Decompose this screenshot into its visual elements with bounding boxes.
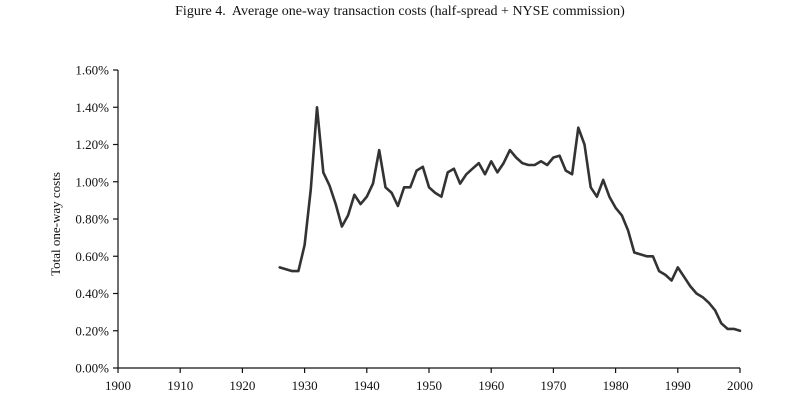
x-tick-label: 1990 <box>665 378 691 393</box>
y-tick-label: 0.80% <box>75 212 109 227</box>
x-tick-label: 1950 <box>416 378 442 393</box>
x-tick-label: 1930 <box>292 378 318 393</box>
x-axis-ticks: 1900 1910 1920 1930 1940 1950 1960 1970 1980 1990… <box>105 368 753 393</box>
y-tick-label: 0.20% <box>75 323 109 338</box>
x-tick-label: 1960 <box>478 378 504 393</box>
y-axis-label: Total one-way costs <box>48 172 63 276</box>
figure-title: Figure 4. Average one-way transaction co… <box>175 4 625 19</box>
y-axis-ticks: 0.00% 0.20% 0.40% 0.60% 0.80% 1.00% 1.20% 1.40%… <box>75 63 118 376</box>
x-tick-label: 1920 <box>229 378 255 393</box>
y-tick-label: 1.60% <box>75 63 109 78</box>
y-tick-label: 1.00% <box>75 174 109 189</box>
series-line <box>278 106 742 333</box>
y-tick-label: 0.00% <box>75 361 109 376</box>
x-tick-label: 1940 <box>354 378 380 393</box>
x-tick-label: 1970 <box>540 378 566 393</box>
y-tick-label: 1.20% <box>75 137 109 152</box>
x-tick-label: 1900 <box>105 378 131 393</box>
x-tick-label: 2000 <box>727 378 753 393</box>
y-tick-label: 1.40% <box>75 100 109 115</box>
y-tick-label: 0.60% <box>75 249 109 264</box>
y-tick-label: 0.40% <box>75 286 109 301</box>
x-tick-label: 1910 <box>167 378 193 393</box>
x-tick-label: 1980 <box>603 378 629 393</box>
